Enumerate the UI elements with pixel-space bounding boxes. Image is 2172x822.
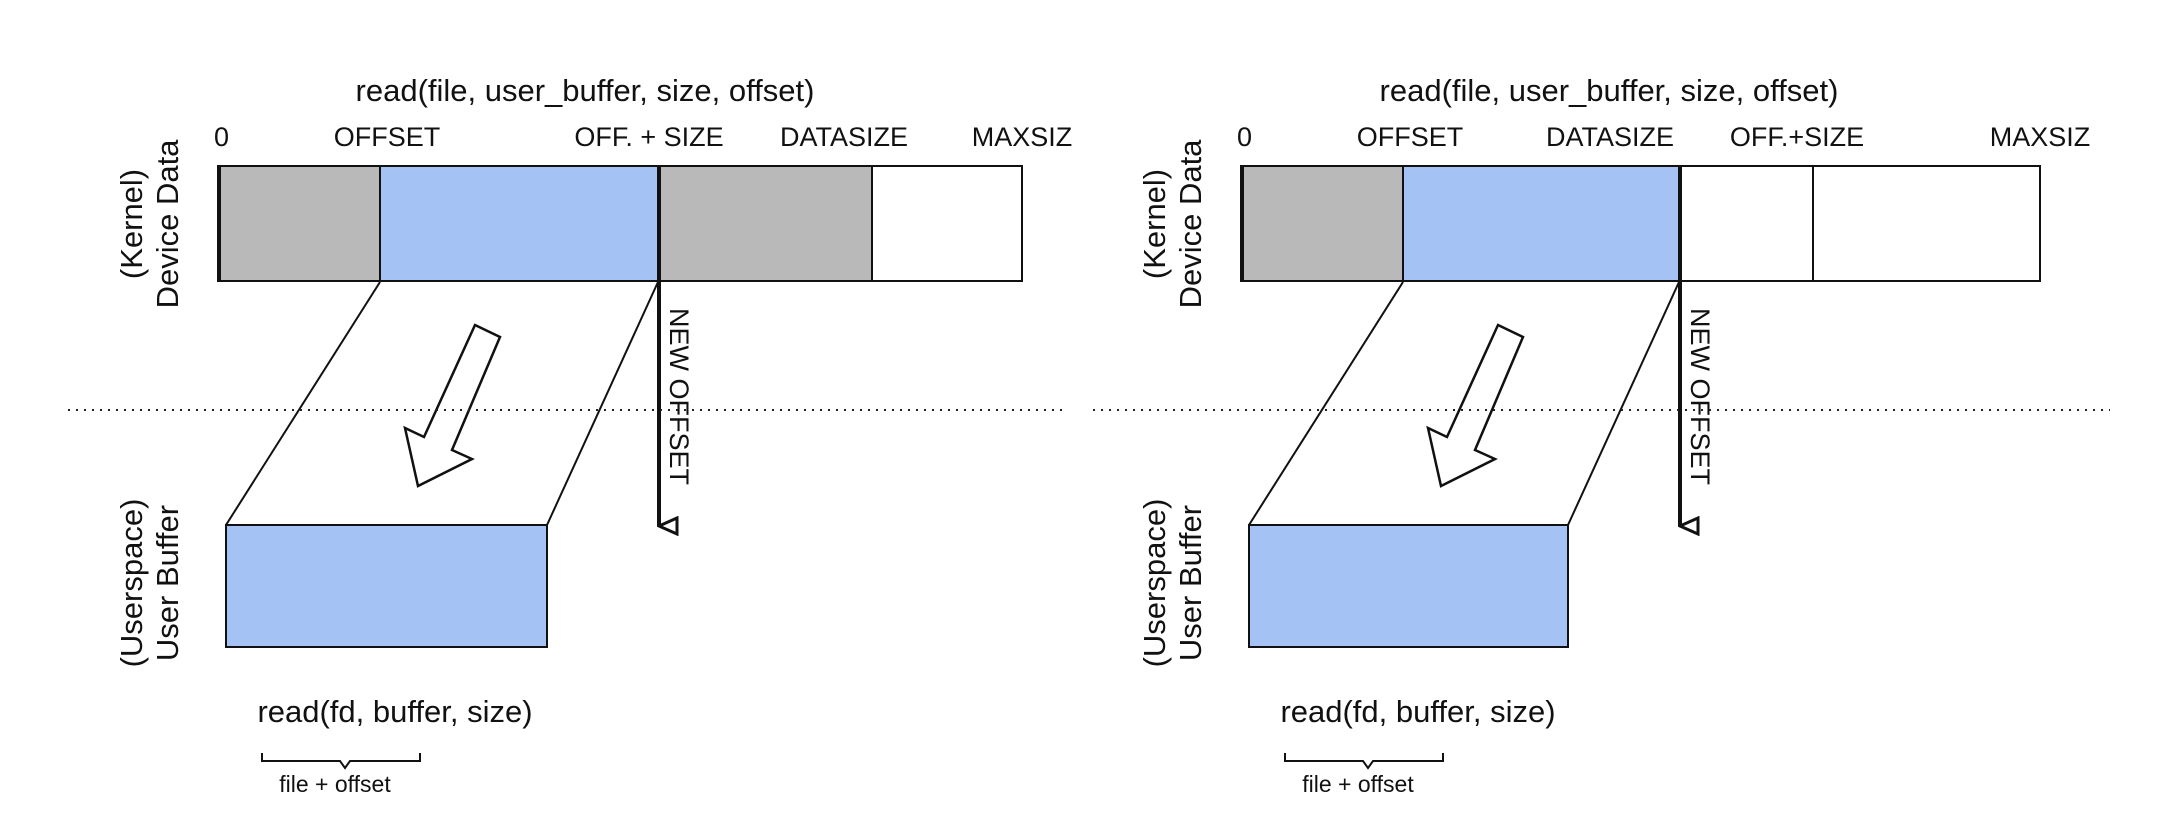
marker-maxsiz: MAXSIZ	[1990, 122, 2091, 152]
kernel-read-call: read(file, user_buffer, size, offset)	[356, 73, 815, 108]
svg-text:Device Data: Device Data	[1173, 139, 1208, 309]
marker-datasize: DATASIZE	[1546, 122, 1674, 152]
marker-zero: 0	[1237, 122, 1252, 152]
marker-maxsiz: MAXSIZ	[972, 122, 1073, 152]
marker-offset: OFFSET	[334, 122, 441, 152]
brace-file-offset	[1284, 753, 1444, 770]
user-read-call: read(fd, buffer, size)	[257, 694, 532, 729]
svg-text:NEW OFFSET: NEW OFFSET	[1685, 308, 1715, 485]
device-data-unused	[1812, 165, 2041, 282]
marker-offset: OFFSET	[1357, 122, 1464, 152]
device-data-read-region	[379, 165, 659, 282]
panel-right: read(file, user_buffer, size, offset) 0 …	[1093, 73, 2110, 797]
brace-file-offset	[261, 753, 421, 770]
device-data-before-offset	[1240, 165, 1404, 282]
projection-line-right	[546, 281, 659, 526]
svg-text:User Buffer: User Buffer	[1173, 505, 1208, 661]
kernel-read-call: read(file, user_buffer, size, offset)	[1380, 73, 1839, 108]
device-data-label: (Kernel) Device Data	[1137, 139, 1208, 309]
user-buffer-label: (Userspace) User Buffer	[114, 499, 185, 668]
panel-left: read(file, user_buffer, size, offset) 0 …	[68, 73, 1072, 797]
marker-off-plus-size: OFF. + SIZE	[574, 122, 723, 152]
brace-label: file + offset	[279, 771, 391, 797]
device-data-label: (Kernel) Device Data	[114, 139, 185, 309]
user-buffer-box	[225, 524, 548, 648]
new-offset-label: NEW OFFSET	[1685, 308, 1715, 485]
marker-off-plus-size: OFF.+SIZE	[1730, 122, 1864, 152]
svg-text:(Userspace): (Userspace)	[1137, 499, 1172, 668]
svg-text:(Kernel): (Kernel)	[1137, 169, 1172, 279]
marker-zero: 0	[214, 122, 229, 152]
copy-direction-arrow-icon	[1426, 323, 1525, 488]
projection-line-right	[1567, 281, 1680, 526]
svg-text:User Buffer: User Buffer	[150, 505, 185, 661]
user-read-call: read(fd, buffer, size)	[1280, 694, 1555, 729]
device-data-unused	[871, 165, 1023, 282]
device-data-after-read	[657, 165, 873, 282]
projection-line-left	[225, 281, 381, 526]
svg-text:Device Data: Device Data	[150, 139, 185, 309]
brace-label: file + offset	[1302, 771, 1414, 797]
device-data-before-offset	[217, 165, 381, 282]
device-data-beyond-datasize	[1678, 165, 1814, 282]
svg-text:(Kernel): (Kernel)	[114, 169, 149, 279]
user-buffer-box	[1248, 524, 1569, 648]
marker-datasize: DATASIZE	[780, 122, 908, 152]
new-offset-label: NEW OFFSET	[664, 308, 694, 485]
svg-text:(Userspace): (Userspace)	[114, 499, 149, 668]
copy-direction-arrow-icon	[403, 323, 502, 488]
projection-line-left	[1248, 281, 1404, 526]
device-data-read-region	[1402, 165, 1680, 282]
svg-text:NEW OFFSET: NEW OFFSET	[664, 308, 694, 485]
user-buffer-label: (Userspace) User Buffer	[1137, 499, 1208, 668]
